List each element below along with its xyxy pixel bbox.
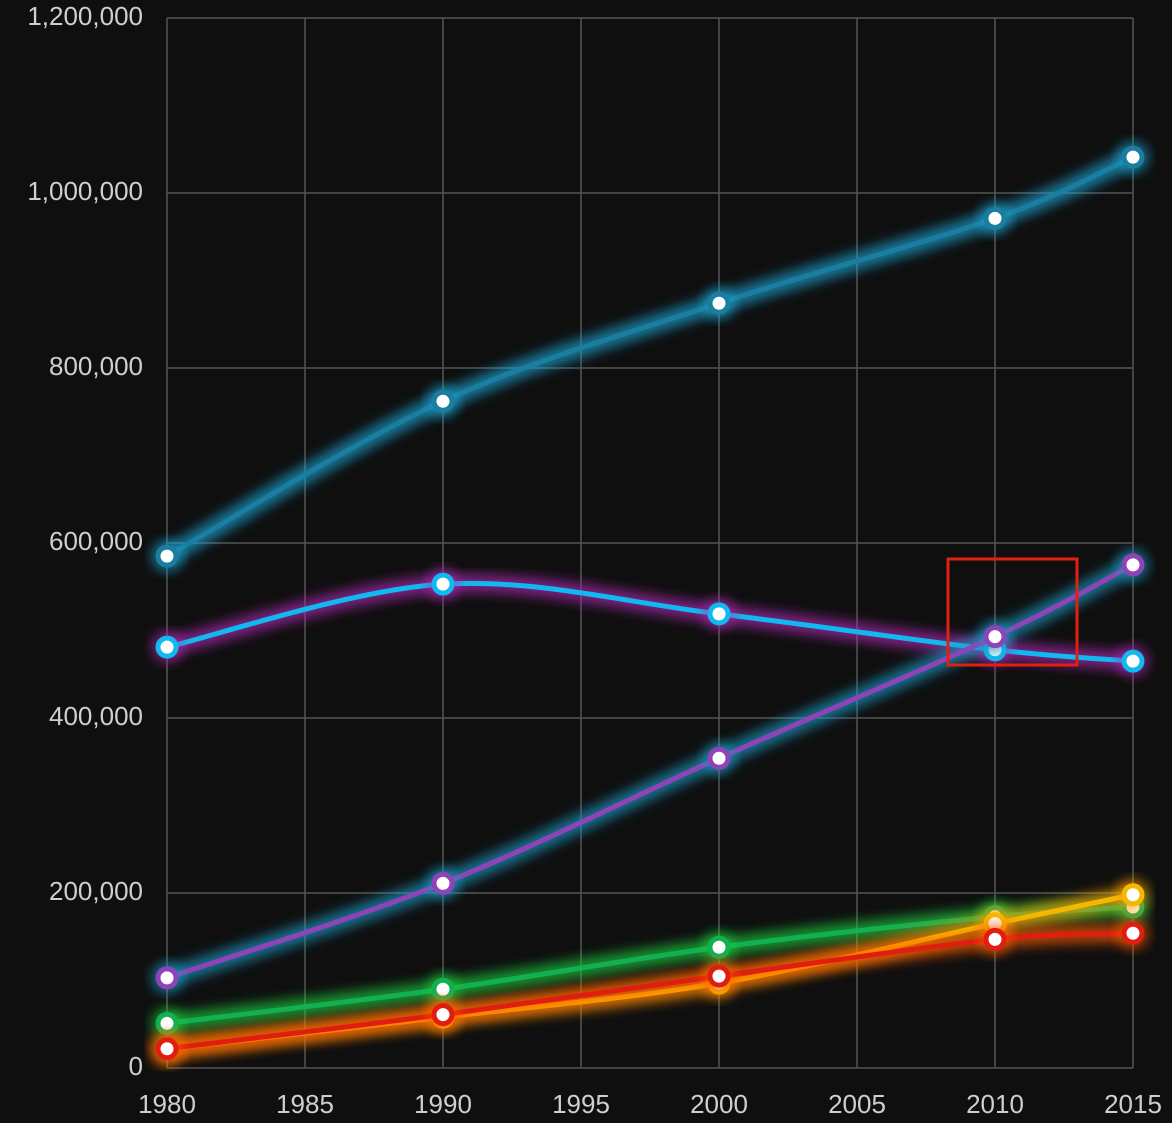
x-tick-label: 1995 — [552, 1089, 610, 1119]
y-tick-label: 200,000 — [49, 876, 143, 906]
y-tick-label: 600,000 — [49, 526, 143, 556]
marker — [707, 602, 731, 626]
x-tick-label: 1980 — [138, 1089, 196, 1119]
marker — [431, 977, 455, 1001]
marker — [155, 1011, 179, 1035]
series-line — [166, 562, 1135, 981]
marker — [431, 572, 455, 596]
lines — [151, 141, 1149, 1065]
marker — [1121, 921, 1145, 945]
marker — [707, 746, 731, 770]
series-line — [166, 930, 1134, 1052]
x-tick-label: 2005 — [828, 1089, 886, 1119]
marker — [1121, 553, 1145, 577]
y-tick-label: 1,000,000 — [27, 176, 143, 206]
y-tick-label: 400,000 — [49, 701, 143, 731]
series-line — [166, 580, 1134, 664]
marker — [983, 206, 1007, 230]
marker — [431, 389, 455, 413]
marker — [983, 625, 1007, 649]
marker — [155, 544, 179, 568]
marker — [1121, 883, 1145, 907]
marker — [707, 935, 731, 959]
marker — [983, 927, 1007, 951]
marker — [431, 1003, 455, 1027]
x-tick-label: 2015 — [1104, 1089, 1162, 1119]
x-tick-label: 2010 — [966, 1089, 1024, 1119]
marker — [155, 1037, 179, 1061]
x-tick-label: 1985 — [276, 1089, 334, 1119]
marker — [431, 871, 455, 895]
grid — [166, 17, 1134, 1069]
marker — [707, 964, 731, 988]
marker — [1121, 649, 1145, 673]
highlight-box — [946, 557, 1079, 667]
x-tick-label: 1990 — [414, 1089, 472, 1119]
y-tick-label: 0 — [129, 1051, 143, 1081]
marker — [155, 966, 179, 990]
marker — [707, 291, 731, 315]
series-line — [165, 154, 1135, 559]
y-tick-label: 1,200,000 — [27, 1, 143, 31]
x-tick-label: 2000 — [690, 1089, 748, 1119]
y-tick-label: 800,000 — [49, 351, 143, 381]
marker — [1121, 145, 1145, 169]
marker — [155, 635, 179, 659]
